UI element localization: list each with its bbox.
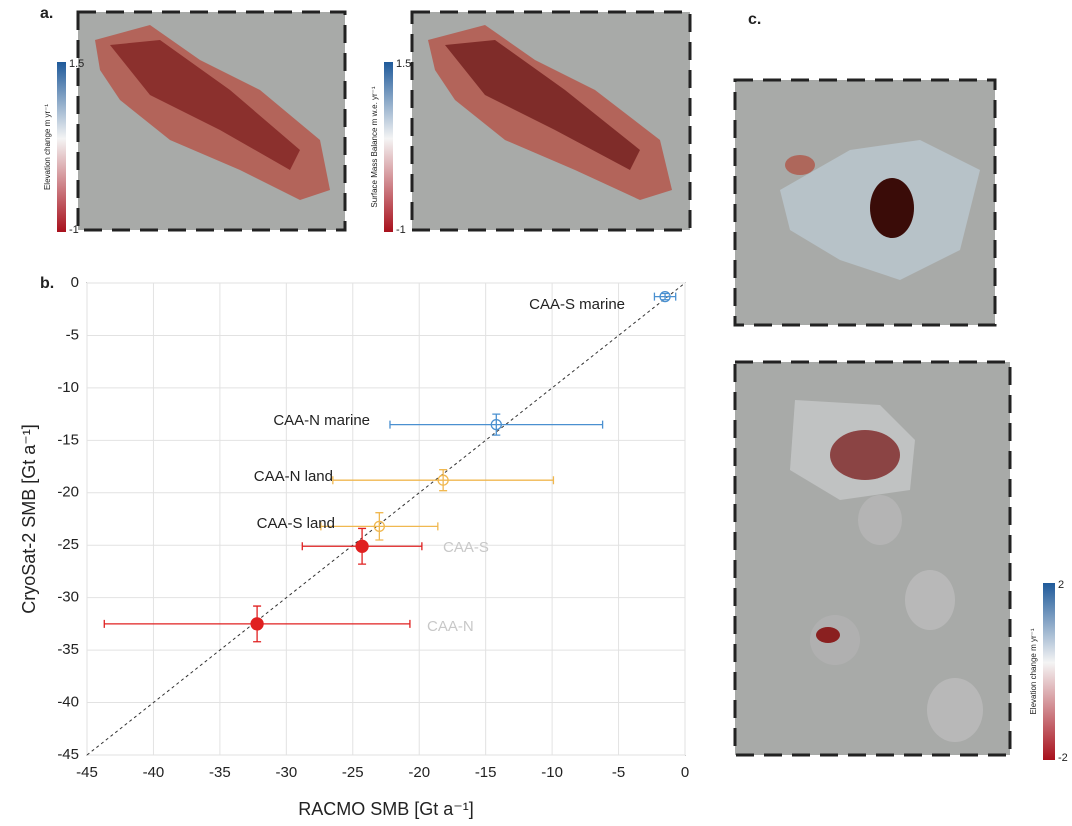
colorbar-tick: -1 bbox=[396, 224, 406, 236]
x-axis-label: RACMO SMB [Gt a⁻¹] bbox=[298, 799, 474, 819]
colorbar-tick: -1 bbox=[69, 224, 79, 236]
x-tick-label: -25 bbox=[342, 764, 364, 781]
colorbar bbox=[384, 62, 393, 232]
x-tick-label: -35 bbox=[209, 764, 231, 781]
y-tick-label: -10 bbox=[57, 379, 79, 396]
colorbar bbox=[1043, 583, 1055, 760]
colorbar-label: Elevation change m yr⁻¹ bbox=[43, 104, 52, 190]
colorbar-label: Surface Mass Balance m w.e. yr⁻¹ bbox=[370, 86, 379, 207]
series-label: CAA-N bbox=[427, 618, 474, 635]
colorbar-tick: -2 bbox=[1058, 752, 1068, 764]
map-c2 bbox=[735, 362, 1010, 755]
figure: a. b. c. Elevation change m yr⁻¹ 1.5 -1 Surfac… bbox=[0, 0, 1072, 826]
series-label: CAA-S bbox=[443, 539, 489, 556]
panel-label: b. bbox=[40, 275, 54, 292]
y-tick-label: 0 bbox=[71, 274, 79, 291]
series-label: CAA-N marine bbox=[273, 412, 370, 429]
x-tick-label: -15 bbox=[475, 764, 497, 781]
panel-label: c. bbox=[748, 11, 761, 28]
y-tick-label: -45 bbox=[57, 746, 79, 763]
y-tick-label: -35 bbox=[57, 641, 79, 658]
y-tick-label: -15 bbox=[57, 431, 79, 448]
panel-label: a. bbox=[40, 5, 53, 22]
map-c1 bbox=[735, 80, 995, 325]
y-tick-label: -20 bbox=[57, 484, 79, 501]
point bbox=[356, 540, 368, 552]
colorbar bbox=[57, 62, 66, 232]
x-tick-label: -45 bbox=[76, 764, 98, 781]
colorbar-tick: 1.5 bbox=[69, 58, 84, 70]
x-tick-label: -40 bbox=[143, 764, 165, 781]
y-tick-label: -40 bbox=[57, 694, 79, 711]
colorbar-tick: 1.5 bbox=[396, 58, 411, 70]
x-tick-label: 0 bbox=[681, 764, 689, 781]
map-a1 bbox=[78, 12, 345, 230]
series-label: CAA-N land bbox=[254, 468, 333, 485]
x-tick-label: -20 bbox=[408, 764, 430, 781]
x-tick-label: -10 bbox=[541, 764, 563, 781]
y-tick-label: -5 bbox=[66, 326, 79, 343]
one-to-one-line bbox=[87, 283, 685, 755]
x-tick-label: -30 bbox=[275, 764, 297, 781]
y-tick-label: -25 bbox=[57, 536, 79, 553]
colorbar-tick: 2 bbox=[1058, 579, 1064, 591]
x-tick-label: -5 bbox=[612, 764, 625, 781]
y-tick-label: -30 bbox=[57, 589, 79, 606]
series-label: CAA-S marine bbox=[529, 296, 625, 313]
colorbar-label: Elevation change m yr⁻¹ bbox=[1029, 628, 1038, 714]
y-axis-label: CryoSat-2 SMB [Gt a⁻¹] bbox=[19, 424, 39, 614]
series-label: CAA-S land bbox=[257, 515, 335, 532]
point bbox=[251, 618, 263, 630]
map-a2 bbox=[412, 12, 690, 230]
